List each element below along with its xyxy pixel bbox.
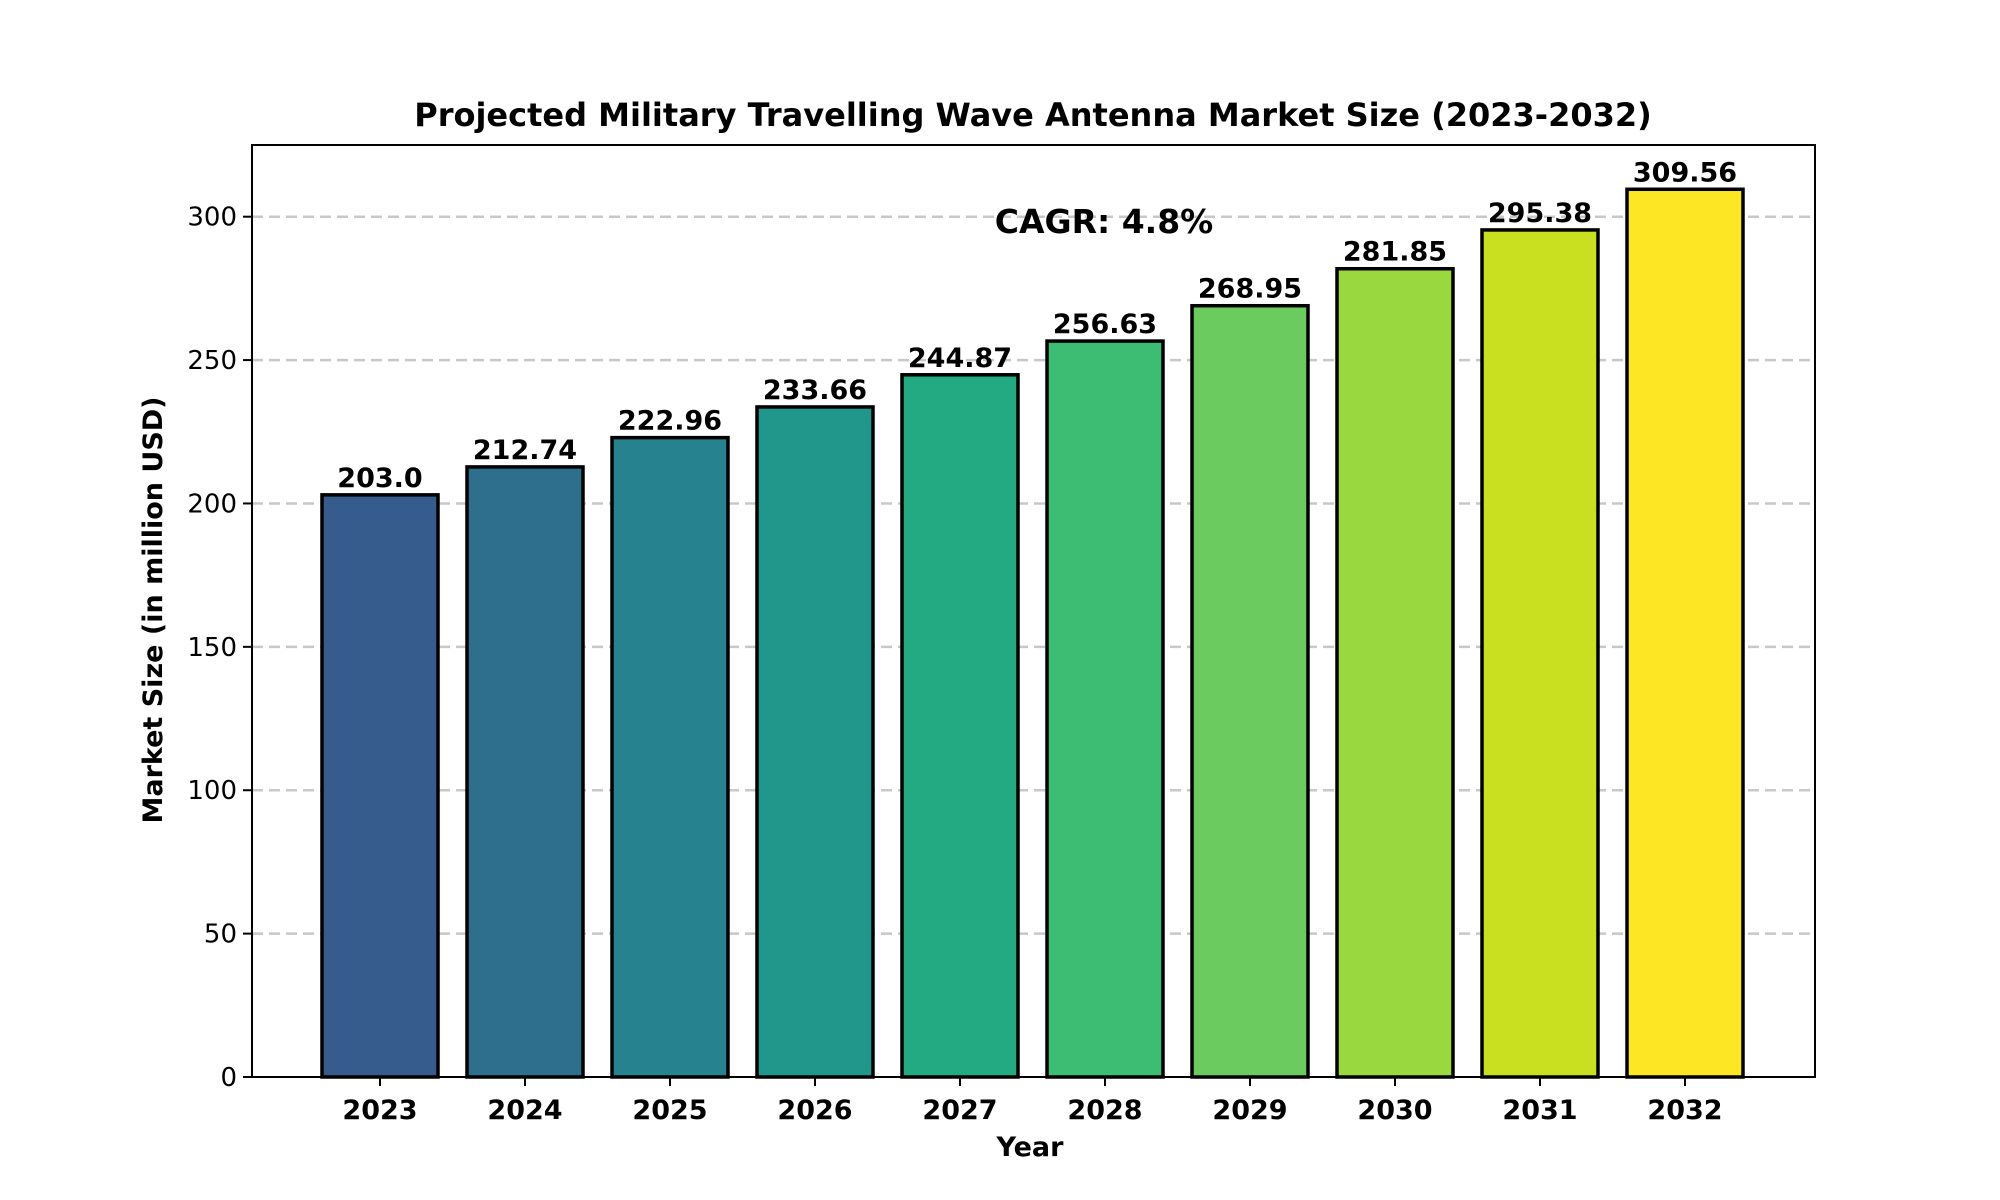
x-tick-label: 2023 <box>342 1095 417 1126</box>
y-tick-label: 300 <box>187 203 237 233</box>
bar-2027 <box>900 373 1020 1079</box>
data-label: 233.66 <box>763 375 867 406</box>
bar-2028 <box>1045 339 1165 1079</box>
y-tick-label: 200 <box>187 489 237 519</box>
y-tick-label: 0 <box>220 1063 237 1093</box>
data-label: 203.0 <box>337 463 422 494</box>
x-axis: 2023 2024 2025 2026 2027 2028 2029 2030 2031 2032 <box>342 1077 1723 1126</box>
x-axis-label: Year <box>996 1132 1065 1163</box>
bar-2030 <box>1335 266 1455 1079</box>
bar-2031 <box>1480 228 1600 1079</box>
y-tick-label: 250 <box>187 346 237 376</box>
data-label: 268.95 <box>1198 274 1302 305</box>
data-label: 256.63 <box>1053 309 1157 340</box>
bar-2032 <box>1625 187 1745 1079</box>
cagr-annotation: CAGR: 4.8% <box>995 202 1213 241</box>
plot-frame <box>251 144 1816 1078</box>
x-tick-label: 2025 <box>632 1095 707 1126</box>
data-label: 295.38 <box>1488 198 1592 229</box>
x-tick-label: 2031 <box>1502 1095 1577 1126</box>
bar-2029 <box>1190 303 1310 1079</box>
y-tick-label: 50 <box>204 920 237 950</box>
x-tick-label: 2027 <box>922 1095 997 1126</box>
y-tick-label: 150 <box>187 633 237 663</box>
x-tick-label: 2029 <box>1212 1095 1287 1126</box>
x-tick-label: 2030 <box>1357 1095 1432 1126</box>
chart-title: Projected Military Travelling Wave Anten… <box>414 96 1652 134</box>
x-tick-label: 2024 <box>487 1095 562 1126</box>
bar-2025 <box>610 435 730 1079</box>
data-label: 244.87 <box>908 343 1012 374</box>
x-tick-label: 2032 <box>1647 1095 1722 1126</box>
data-label: 222.96 <box>618 406 722 437</box>
data-labels: 203.0 212.74 222.96 233.66 244.87 256.63 268.9… <box>337 157 1737 494</box>
bar-2026 <box>755 405 875 1079</box>
bar-2023 <box>320 493 440 1079</box>
y-axis: 0 50 100 150 200 250 300 <box>187 203 252 1093</box>
data-label: 281.85 <box>1343 237 1447 268</box>
y-tick-label: 100 <box>187 776 237 806</box>
data-label: 212.74 <box>473 435 577 466</box>
x-tick-label: 2026 <box>777 1095 852 1126</box>
bar-2024 <box>465 465 585 1079</box>
y-axis-label: Market Size (in million USD) <box>138 396 169 823</box>
bars <box>320 187 1745 1079</box>
data-label: 309.56 <box>1633 157 1737 188</box>
x-tick-label: 2028 <box>1067 1095 1142 1126</box>
